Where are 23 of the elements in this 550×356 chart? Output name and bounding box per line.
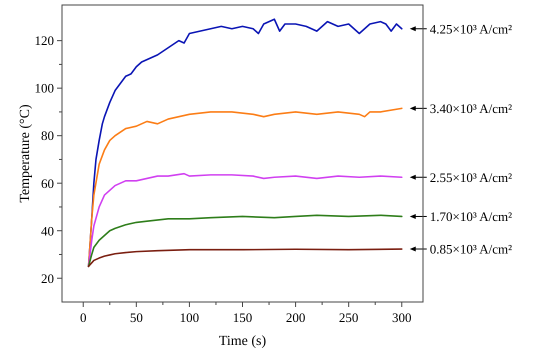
y-tick-label: 40: [41, 223, 54, 238]
x-tick-label: 200: [286, 310, 306, 325]
y-axis-title: Temperature (°C): [18, 104, 33, 203]
x-tick-label: 0: [80, 310, 86, 325]
text: 2.55×10³ A/cm²: [430, 170, 512, 185]
line-series: [88, 248, 403, 268]
y-tick-label: 60: [41, 176, 54, 191]
y-tick-label: 100: [34, 80, 54, 96]
text: 4.25×10³ A/cm²: [430, 21, 512, 36]
text: 3.40×10³ A/cm²: [430, 100, 512, 116]
x-tick-label: 250: [338, 310, 358, 325]
x-tick-label: 300: [392, 310, 412, 325]
text: 1.70×10³ A/cm²: [430, 209, 512, 224]
y-tick-label: 80: [41, 128, 54, 144]
y-tick-label: 120: [34, 33, 54, 48]
y-tick-label: 20: [41, 270, 54, 286]
line-series: [88, 172, 403, 268]
x-tick-label: 50: [130, 310, 143, 325]
line-series: [88, 214, 403, 268]
x-axis-title: Time (s): [218, 334, 266, 349]
text: 0.85×10³ A/cm²: [430, 242, 512, 257]
x-tick-label: 100: [180, 310, 200, 325]
x-tick-label: 150: [232, 310, 252, 325]
